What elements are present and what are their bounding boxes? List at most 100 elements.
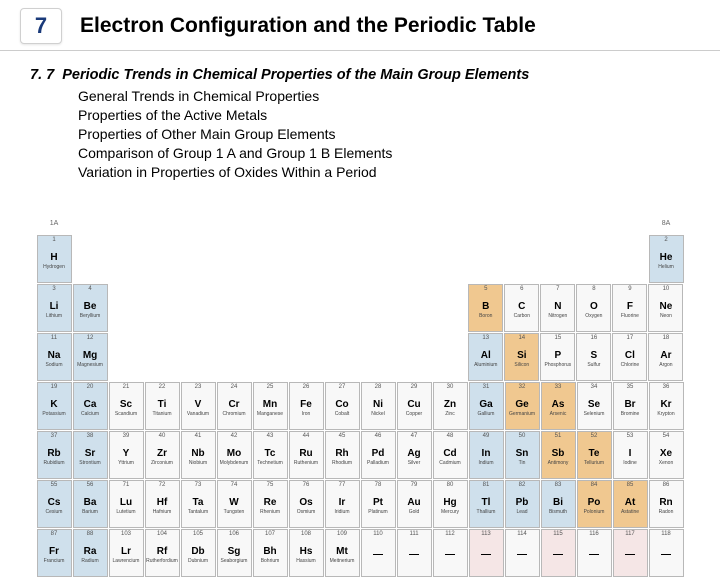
element-cell-Hs: 108HsHassium: [289, 529, 324, 577]
element-symbol: —: [553, 549, 563, 560]
element-cell-Po: 84PoPolonium: [577, 480, 612, 528]
atomic-number: 35: [627, 384, 634, 390]
empty-cell: [216, 284, 251, 332]
element-cell-—: 110—: [361, 529, 396, 577]
group-label: [181, 220, 215, 234]
group-label: [217, 220, 251, 234]
periodic-table-row: 55CsCesium56BaBarium71LuLutetium72HfHafn…: [36, 479, 684, 528]
section-name: Periodic Trends in Chemical Properties o…: [62, 67, 529, 83]
atomic-number: 29: [411, 384, 418, 390]
element-symbol: Cr: [228, 399, 239, 410]
element-name: Silver: [408, 460, 421, 466]
element-cell-B: 5BBoron: [468, 284, 503, 332]
element-cell-Ti: 22TiTitanium: [145, 382, 180, 430]
element-symbol: H: [50, 252, 57, 263]
atomic-number: 112: [445, 531, 455, 537]
element-name: Indium: [478, 460, 493, 466]
empty-cell: [577, 235, 612, 283]
element-cell-Pt: 78PtPlatinum: [361, 480, 396, 528]
element-cell-—: 114—: [505, 529, 540, 577]
element-cell-Zr: 40ZrZirconium: [145, 431, 180, 479]
element-symbol: C: [518, 301, 525, 312]
atomic-number: 85: [627, 482, 634, 488]
element-name: Rhenium: [260, 509, 280, 515]
element-cell-Mg: 12MgMagnesium: [73, 333, 108, 381]
element-cell-Ru: 44RuRuthenium: [289, 431, 324, 479]
element-cell-—: 115 —: [541, 529, 576, 577]
atomic-number: 50: [519, 433, 526, 439]
element-cell-Bi: 83BiBismuth: [541, 480, 576, 528]
element-name: Antimony: [548, 460, 569, 466]
atomic-number: 43: [267, 433, 274, 439]
element-cell-W: 74WTungsten: [217, 480, 252, 528]
element-name: Lead: [516, 509, 527, 515]
group-label: [325, 220, 359, 234]
element-symbol: Lr: [121, 546, 131, 557]
element-cell-Mn: 25MnManganese: [253, 382, 288, 430]
section-block: 7. 7 Periodic Trends in Chemical Propert…: [0, 51, 720, 189]
element-symbol: —: [445, 549, 455, 560]
atomic-number: 72: [159, 482, 166, 488]
element-cell-Sc: 21ScScandium: [109, 382, 144, 430]
atomic-number: 46: [375, 433, 382, 439]
element-name: Cadmium: [439, 460, 460, 466]
element-symbol: Ge: [515, 399, 528, 410]
atomic-number: 77: [339, 482, 346, 488]
element-cell-Ne: 10NeNeon: [648, 284, 683, 332]
element-name: Silicon: [514, 362, 529, 368]
element-symbol: Sn: [516, 448, 529, 459]
element-cell-Si: 14SiSilicon: [504, 333, 539, 381]
element-symbol: Mg: [83, 350, 97, 361]
atomic-number: 45: [339, 433, 346, 439]
atomic-number: 7: [556, 286, 559, 292]
element-name: Polonium: [584, 509, 605, 515]
atomic-number: 117: [625, 531, 635, 537]
element-name: Oxygen: [585, 313, 602, 319]
element-name: Thallium: [477, 509, 496, 515]
empty-cell: [145, 235, 180, 283]
atomic-number: 111: [409, 531, 418, 537]
element-symbol: Ar: [660, 350, 671, 361]
element-cell-F: 9FFluorine: [612, 284, 647, 332]
element-cell-V: 23VVanadium: [181, 382, 216, 430]
element-symbol: Se: [588, 399, 600, 410]
element-symbol: Cl: [625, 350, 635, 361]
empty-cell: [181, 333, 216, 381]
empty-cell: [252, 284, 287, 332]
atomic-number: 109: [337, 531, 347, 537]
empty-cell: [109, 235, 144, 283]
atomic-number: 115: [553, 531, 563, 537]
element-name: Boron: [479, 313, 492, 319]
element-name: Rubidium: [43, 460, 64, 466]
atomic-number: 79: [411, 482, 418, 488]
element-name: Nitrogen: [548, 313, 567, 319]
element-symbol: Pt: [373, 497, 383, 508]
element-cell-Ca: 20CaCalcium: [73, 382, 108, 430]
element-name: Chromium: [222, 411, 245, 417]
element-name: Yttrium: [118, 460, 134, 466]
empty-cell: [181, 235, 216, 283]
element-cell-S: 16SSulfur: [576, 333, 611, 381]
element-name: Sodium: [46, 362, 63, 368]
atomic-number: 104: [157, 531, 167, 537]
atomic-number: 81: [483, 482, 490, 488]
element-cell-Na: 11NaSodium: [37, 333, 72, 381]
element-name: Iodine: [623, 460, 637, 466]
element-symbol: O: [590, 301, 598, 312]
atomic-number: 76: [303, 482, 310, 488]
element-symbol: Tl: [482, 497, 491, 508]
element-cell-Ni: 28NiNickel: [361, 382, 396, 430]
element-name: Gallium: [478, 411, 495, 417]
periodic-table-row: 3LiLithium4BeBeryllium5BBoron6CCarbon7NN…: [36, 283, 684, 332]
element-symbol: As: [552, 399, 565, 410]
group-label: [145, 220, 179, 234]
element-cell-In: 49InIndium: [469, 431, 504, 479]
element-cell-H: 1HHydrogen: [37, 235, 72, 283]
element-cell-Mo: 42MoMolybdenum: [217, 431, 252, 479]
empty-cell: [541, 235, 576, 283]
group-label: [397, 220, 431, 234]
element-cell-At: 85AtAstatine: [613, 480, 648, 528]
element-name: Manganese: [257, 411, 283, 417]
element-name: Germanium: [509, 411, 535, 417]
atomic-number: 73: [195, 482, 202, 488]
